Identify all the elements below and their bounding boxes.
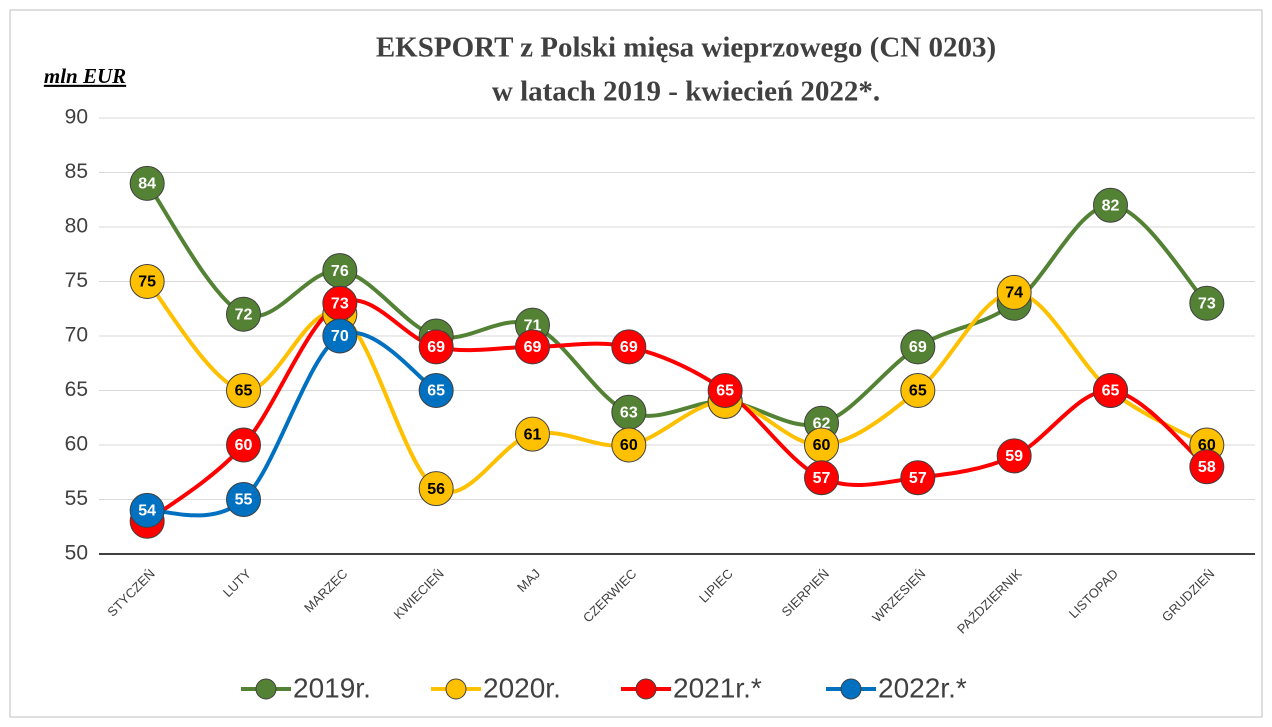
data-point bbox=[322, 318, 358, 354]
data-label: 65 bbox=[427, 383, 445, 400]
legend-label: 2019r. bbox=[293, 672, 371, 703]
data-point bbox=[1189, 449, 1225, 485]
data-label: 56 bbox=[427, 481, 445, 498]
data-label: 63 bbox=[620, 405, 638, 422]
data-label: 74 bbox=[1005, 285, 1023, 302]
data-label: 72 bbox=[235, 306, 253, 323]
data-label: 70 bbox=[331, 328, 349, 345]
data-label: 60 bbox=[813, 437, 831, 454]
data-point bbox=[1093, 187, 1128, 223]
data-point bbox=[515, 329, 550, 365]
data-label: 54 bbox=[138, 503, 156, 520]
data-label: 65 bbox=[716, 383, 734, 400]
series-line bbox=[146, 331, 438, 518]
data-label: 69 bbox=[524, 339, 542, 356]
data-point bbox=[129, 264, 165, 299]
chart-title: EKSPORT z Polski mięsa wieprzowego (CN 0… bbox=[376, 32, 996, 64]
data-point bbox=[418, 373, 454, 408]
data-point bbox=[707, 373, 743, 408]
data-point bbox=[1189, 285, 1225, 321]
data-point bbox=[611, 329, 647, 365]
legend-marker bbox=[255, 678, 277, 700]
data-point bbox=[226, 373, 261, 408]
data-label: 75 bbox=[138, 274, 156, 291]
data-label: 76 bbox=[331, 263, 349, 280]
data-point bbox=[900, 329, 936, 365]
data-point bbox=[129, 492, 165, 528]
data-point bbox=[611, 427, 647, 463]
data-point bbox=[418, 329, 454, 365]
data-point bbox=[129, 165, 165, 201]
data-label: 65 bbox=[909, 383, 927, 400]
data-point bbox=[226, 296, 261, 332]
y-tick-label: 85 bbox=[65, 160, 88, 183]
data-point bbox=[804, 460, 839, 496]
data-label: 60 bbox=[235, 437, 253, 454]
legend-label: 2022r.* bbox=[878, 672, 967, 703]
y-tick-label: 55 bbox=[65, 487, 88, 510]
data-label: 60 bbox=[620, 437, 638, 454]
data-label: 65 bbox=[235, 383, 253, 400]
legend-label: 2021r.* bbox=[673, 672, 762, 703]
data-label: 69 bbox=[620, 339, 638, 356]
y-tick-label: 90 bbox=[65, 106, 88, 129]
data-point bbox=[1093, 373, 1128, 408]
data-label: 57 bbox=[909, 470, 927, 487]
data-label: 73 bbox=[331, 296, 349, 313]
y-tick-label: 65 bbox=[65, 378, 88, 401]
data-label: 55 bbox=[235, 492, 253, 509]
data-point bbox=[226, 427, 261, 463]
y-tick-label: 75 bbox=[65, 269, 88, 292]
data-label: 65 bbox=[1102, 383, 1120, 400]
y-axis-label: mln EUR bbox=[44, 64, 126, 88]
series-line bbox=[145, 182, 1209, 427]
data-label: 61 bbox=[524, 426, 542, 443]
data-label: 59 bbox=[1005, 448, 1023, 465]
data-label: 58 bbox=[1198, 459, 1216, 476]
data-label: 57 bbox=[813, 470, 831, 487]
series-line bbox=[145, 298, 1209, 523]
y-tick-label: 80 bbox=[65, 215, 88, 238]
data-point bbox=[515, 416, 550, 452]
data-point bbox=[900, 460, 936, 496]
data-point bbox=[996, 438, 1032, 474]
y-tick-label: 50 bbox=[65, 542, 88, 565]
legend-marker bbox=[635, 678, 657, 700]
data-label: 82 bbox=[1102, 197, 1120, 214]
legend-label: 2020r. bbox=[483, 672, 561, 703]
chart-subtitle: w latach 2019 - kwiecień 2022*. bbox=[492, 76, 880, 108]
data-point bbox=[418, 471, 454, 507]
y-tick-label: 70 bbox=[65, 324, 88, 347]
data-label: 84 bbox=[138, 176, 156, 193]
data-label: 69 bbox=[427, 339, 445, 356]
data-point bbox=[900, 373, 936, 408]
data-point bbox=[996, 274, 1032, 310]
data-point bbox=[226, 482, 261, 517]
legend-marker bbox=[445, 678, 467, 700]
legend-marker bbox=[840, 678, 862, 700]
data-label: 73 bbox=[1198, 296, 1216, 313]
data-label: 69 bbox=[909, 339, 927, 356]
y-tick-label: 60 bbox=[65, 433, 88, 456]
chart-frame bbox=[9, 9, 1263, 718]
